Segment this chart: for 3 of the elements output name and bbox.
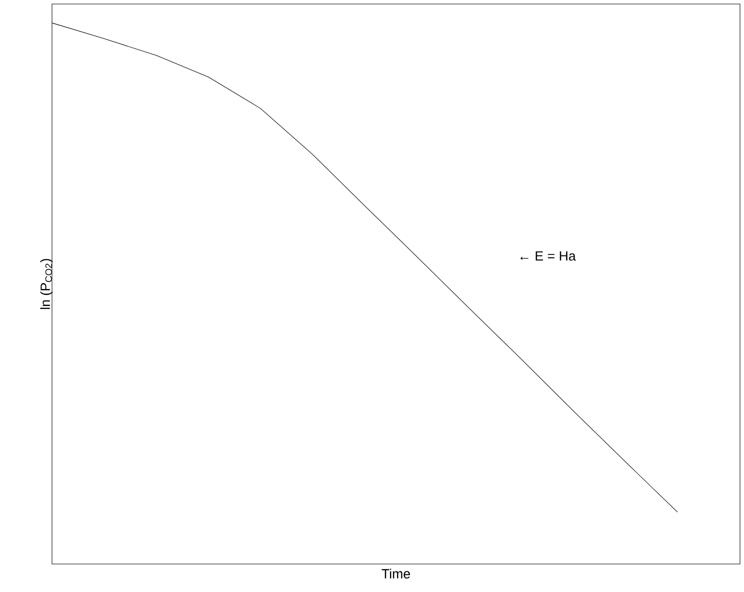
annotation: ← E = Ha [520,251,576,261]
x-axis-title: Time [382,568,410,578]
y-axis-title: ln (P$_{CO2}$) [40,258,53,309]
